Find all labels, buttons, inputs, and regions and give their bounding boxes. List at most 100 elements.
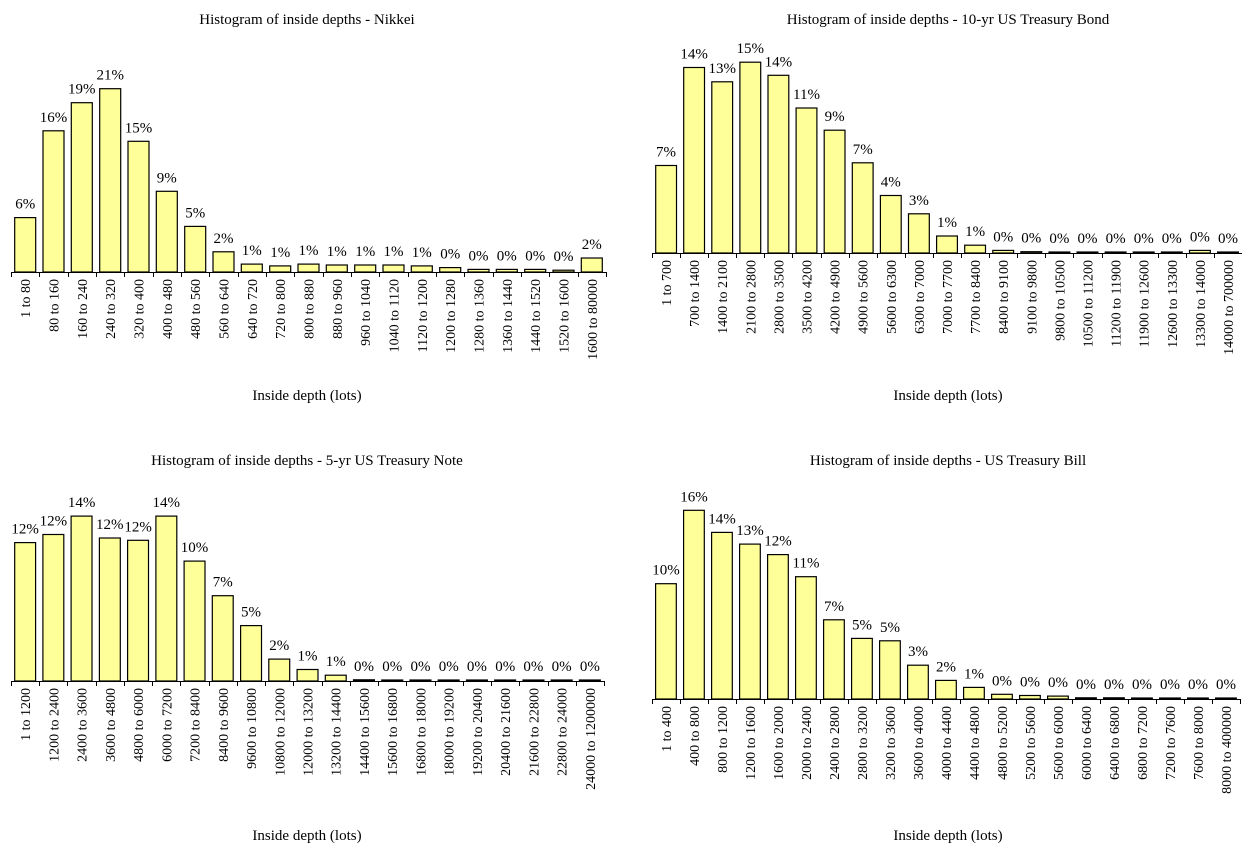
category-label: 480 to 560 xyxy=(189,279,204,339)
histogram-bar xyxy=(1160,251,1183,254)
category-label: 11200 to 11900 xyxy=(1110,260,1125,347)
bar-data-label: 19% xyxy=(68,82,96,98)
category-label: 3600 to 4000 xyxy=(912,706,927,780)
bar-data-label: 3% xyxy=(909,193,929,209)
category-label: 400 to 800 xyxy=(688,706,703,766)
bar-data-label: 5% xyxy=(852,617,872,633)
histogram-bar xyxy=(437,679,460,682)
bar-data-label: 1% xyxy=(355,244,375,260)
x-axis-title: Inside depth (lots) xyxy=(893,388,1002,404)
bar-data-label: 10% xyxy=(181,540,209,556)
histogram-bar xyxy=(655,164,678,254)
category-label: 1200 to 1280 xyxy=(444,279,459,353)
histogram-bar xyxy=(410,265,433,273)
bar-data-label: 0% xyxy=(552,659,572,675)
bar-data-label: 16% xyxy=(680,489,708,505)
category-label: 14400 to 15600 xyxy=(358,688,373,776)
bar-data-label: 6% xyxy=(15,197,35,213)
category-label: 240 to 320 xyxy=(104,279,119,339)
histogram-bar xyxy=(268,658,291,682)
bar-data-label: 0% xyxy=(497,248,517,264)
bar-data-label: 13% xyxy=(736,523,764,539)
category-label: 6800 to 7200 xyxy=(1136,706,1151,780)
histogram-bar xyxy=(1132,251,1155,254)
bar-data-label: 0% xyxy=(1132,677,1152,693)
bar-data-label: 5% xyxy=(185,205,205,221)
bar-data-label: 0% xyxy=(1076,677,1096,693)
category-label: 80 to 160 xyxy=(48,279,63,332)
histogram-bar xyxy=(1214,697,1237,700)
bar-data-label: 1% xyxy=(965,224,985,240)
histogram-bar xyxy=(409,679,432,682)
category-label: 400 to 480 xyxy=(161,279,176,339)
category-label: 4000 to 4400 xyxy=(940,706,955,780)
category-label: 12600 to 13300 xyxy=(1166,260,1181,348)
bar-data-label: 21% xyxy=(96,68,124,84)
bar-data-label: 1% xyxy=(242,243,262,259)
bar-data-label: 1% xyxy=(412,245,432,261)
histogram-bar xyxy=(155,515,178,682)
category-label: 9100 to 9800 xyxy=(1025,260,1040,334)
histogram-bar xyxy=(711,81,734,254)
category-label: 6400 to 6800 xyxy=(1108,706,1123,780)
chart-title: Histogram of inside depths - US Treasury… xyxy=(810,453,1086,469)
histogram-bar xyxy=(269,265,292,273)
category-label: 5200 to 5600 xyxy=(1024,706,1039,780)
histogram-bar xyxy=(382,264,405,273)
bar-data-label: 0% xyxy=(523,659,543,675)
bar-data-label: 7% xyxy=(213,575,233,591)
histogram-bar xyxy=(1102,697,1125,700)
histogram-bar xyxy=(1104,251,1127,254)
histogram-bar xyxy=(992,249,1015,254)
category-label: 5600 to 6000 xyxy=(1052,706,1067,780)
category-label: 3200 to 3600 xyxy=(884,706,899,780)
bar-data-label: 0% xyxy=(1104,677,1124,693)
bar-data-label: 11% xyxy=(793,556,820,572)
bar-data-label: 2% xyxy=(214,231,234,247)
bar-data-label: 0% xyxy=(1218,231,1238,247)
histogram-bar xyxy=(738,543,761,700)
bar-data-label: 0% xyxy=(439,659,459,675)
histogram-bar xyxy=(494,679,517,682)
category-label: 4800 to 6000 xyxy=(132,688,147,762)
category-label: 2000 to 2400 xyxy=(800,706,815,780)
histogram-bar xyxy=(878,640,901,700)
category-label: 1200 to 1600 xyxy=(744,706,759,780)
histogram-bar xyxy=(183,560,206,682)
bar-data-label: 4% xyxy=(881,175,901,191)
bar-data-label: 0% xyxy=(440,247,460,263)
bar-data-label: 0% xyxy=(382,659,402,675)
histogram-bar xyxy=(795,107,818,254)
histogram-bar xyxy=(240,624,263,682)
histogram-bar xyxy=(552,269,575,273)
histogram-bar xyxy=(126,539,150,682)
bar-data-label: 0% xyxy=(525,248,545,264)
histogram-bar xyxy=(465,679,488,682)
histogram-bar xyxy=(184,225,207,273)
bar-data-label: 14% xyxy=(68,495,96,511)
histogram-bar xyxy=(155,190,178,273)
bar-data-label: 15% xyxy=(125,120,153,136)
histogram-bar xyxy=(99,88,122,273)
category-label: 4400 to 4800 xyxy=(968,706,983,780)
bar-data-label: 12% xyxy=(11,522,39,538)
histogram-bar xyxy=(1018,694,1041,700)
category-label: 1 to 700 xyxy=(660,260,675,306)
bar-data-label: 10% xyxy=(652,563,680,579)
histogram-bar xyxy=(682,509,705,700)
category-label: 7600 to 8000 xyxy=(1192,706,1207,780)
category-label: 2400 to 2800 xyxy=(828,706,843,780)
bar-data-label: 0% xyxy=(993,229,1013,245)
category-label: 7700 to 8400 xyxy=(969,260,984,334)
category-label: 2800 to 3200 xyxy=(856,706,871,780)
category-label: 1 to 400 xyxy=(660,706,675,752)
chart-title: Histogram of inside depths - 10-yr US Tr… xyxy=(787,12,1110,28)
bar-data-label: 0% xyxy=(1106,231,1126,247)
category-label: 12000 to 13200 xyxy=(302,688,317,776)
histogram-bar xyxy=(850,637,873,700)
category-label: 880 to 960 xyxy=(331,279,346,339)
category-label: 10500 to 11200 xyxy=(1082,260,1097,347)
category-label: 14000 to 700000 xyxy=(1222,260,1237,355)
bar-data-label: 5% xyxy=(241,605,261,621)
bar-data-label: 0% xyxy=(1190,229,1210,245)
